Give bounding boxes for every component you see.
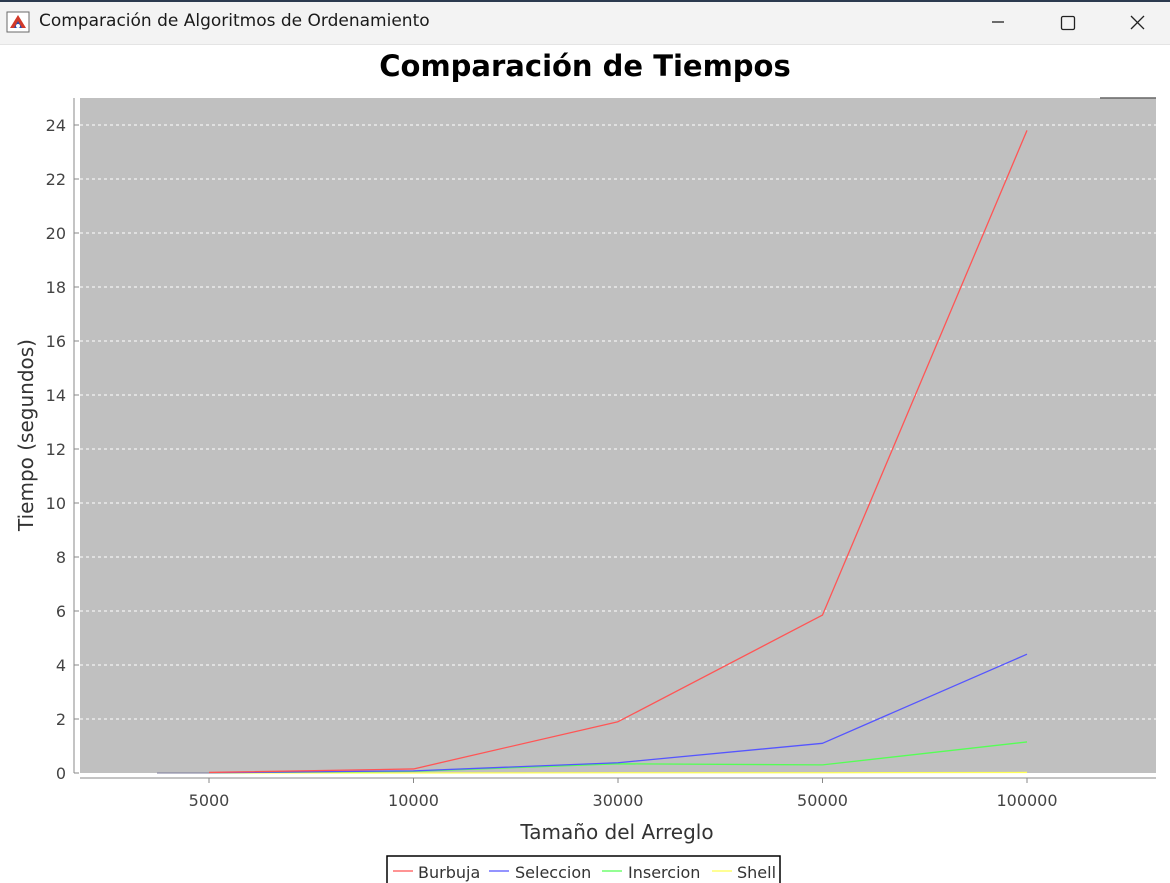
legend-label-shell: Shell xyxy=(737,863,776,882)
plot-area xyxy=(80,98,1156,773)
series-line-seleccion xyxy=(208,653,1028,774)
x-tick-label: 5000 xyxy=(189,791,230,810)
close-icon[interactable] xyxy=(1103,0,1170,44)
window-titlebar: Comparación de Algoritmos de Ordenamient… xyxy=(0,0,1170,45)
y-tick-label: 8 xyxy=(56,548,66,567)
legend: Burbuja Seleccion Insercion Shell xyxy=(386,855,781,883)
gridlines xyxy=(80,124,1156,720)
y-tick-label: 2 xyxy=(56,710,66,729)
y-axis-label: Tiempo (segundos) xyxy=(14,339,38,532)
series-lines xyxy=(157,130,1028,774)
y-tick-label: 6 xyxy=(56,602,66,621)
java-app-icon xyxy=(6,11,30,33)
window-top-border xyxy=(0,0,1170,2)
line-chart: Comparación de Tiempos 02468101214161820… xyxy=(0,45,1170,883)
maximize-icon[interactable] xyxy=(1033,0,1103,44)
y-tick-label: 0 xyxy=(56,764,66,783)
legend-label-seleccion: Seleccion xyxy=(515,863,591,882)
y-tick-label: 4 xyxy=(56,656,66,675)
y-tick-label: 14 xyxy=(46,386,66,405)
y-tick-label: 20 xyxy=(46,224,66,243)
y-tick-label: 24 xyxy=(46,116,66,135)
legend-label-insercion: Insercion xyxy=(628,863,700,882)
legend-box xyxy=(386,855,781,883)
y-tick-label: 22 xyxy=(46,170,66,189)
chart-title: Comparación de Tiempos xyxy=(379,49,791,83)
x-axis-label: Tamaño del Arreglo xyxy=(519,820,713,844)
y-tick-label: 18 xyxy=(46,278,66,297)
x-tick-label: 100000 xyxy=(996,791,1057,810)
minimize-icon[interactable] xyxy=(963,0,1033,44)
x-tick-label: 10000 xyxy=(388,791,439,810)
x-tick-label: 50000 xyxy=(797,791,848,810)
y-tick-label: 12 xyxy=(46,440,66,459)
series-line-burbuja xyxy=(208,130,1028,774)
y-tick-label: 10 xyxy=(46,494,66,513)
y-tick-label: 16 xyxy=(46,332,66,351)
legend-label-burbuja: Burbuja xyxy=(418,863,480,882)
x-tick-label: 30000 xyxy=(593,791,644,810)
window-title: Comparación de Algoritmos de Ordenamient… xyxy=(39,11,430,31)
series-line-shell xyxy=(209,771,1028,774)
